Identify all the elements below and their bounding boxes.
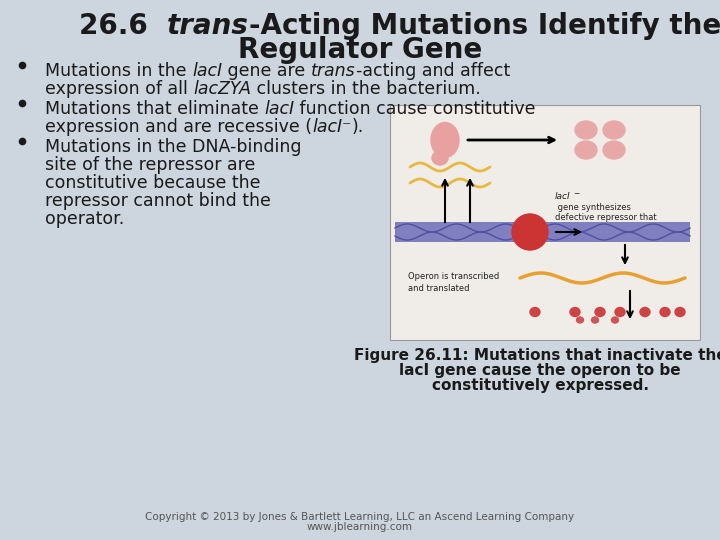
Ellipse shape <box>640 307 650 316</box>
Ellipse shape <box>575 141 597 159</box>
Text: expression and are recessive (: expression and are recessive ( <box>45 118 312 136</box>
Text: operator.: operator. <box>45 210 125 228</box>
Text: lacI gene cause the operon to be: lacI gene cause the operon to be <box>399 363 681 378</box>
Text: constitutive because the: constitutive because the <box>45 174 261 192</box>
Ellipse shape <box>595 307 605 316</box>
Text: lacI: lacI <box>192 62 222 80</box>
Ellipse shape <box>660 307 670 316</box>
Ellipse shape <box>431 123 459 158</box>
Text: www.jblearning.com: www.jblearning.com <box>307 522 413 532</box>
Bar <box>395 222 690 242</box>
Text: −: − <box>573 189 580 198</box>
Text: function cause constitutive: function cause constitutive <box>294 100 536 118</box>
Text: clusters in the bacterium.: clusters in the bacterium. <box>251 80 481 98</box>
Text: site of the repressor are: site of the repressor are <box>45 156 256 174</box>
Text: lacI: lacI <box>264 100 294 118</box>
Text: lacI⁻: lacI⁻ <box>312 118 351 136</box>
Text: and translated: and translated <box>408 284 469 293</box>
Text: Regulator Gene: Regulator Gene <box>238 36 482 64</box>
Ellipse shape <box>603 141 625 159</box>
Text: lacI: lacI <box>555 192 571 201</box>
Ellipse shape <box>615 307 625 316</box>
Ellipse shape <box>603 121 625 139</box>
Ellipse shape <box>432 151 448 165</box>
Text: repressor cannot bind the: repressor cannot bind the <box>45 192 271 210</box>
Text: Operon is transcribed: Operon is transcribed <box>408 272 499 281</box>
Ellipse shape <box>530 307 540 316</box>
Ellipse shape <box>592 317 598 323</box>
Text: trans: trans <box>167 12 249 40</box>
Text: expression of all: expression of all <box>45 80 194 98</box>
Ellipse shape <box>675 307 685 316</box>
Circle shape <box>512 214 548 250</box>
Text: does not bind to operator: does not bind to operator <box>555 223 662 232</box>
Text: constitutively expressed.: constitutively expressed. <box>431 378 649 393</box>
Ellipse shape <box>611 317 618 323</box>
Text: Mutations that eliminate: Mutations that eliminate <box>45 100 264 118</box>
Text: trans: trans <box>311 62 356 80</box>
Text: Mutations in the DNA-binding: Mutations in the DNA-binding <box>45 138 302 156</box>
Text: Mutations in the: Mutations in the <box>45 62 192 80</box>
Ellipse shape <box>575 121 597 139</box>
Text: Figure 26.11: Mutations that inactivate the: Figure 26.11: Mutations that inactivate … <box>354 348 720 363</box>
Text: -Acting Mutations Identify the: -Acting Mutations Identify the <box>249 12 720 40</box>
Ellipse shape <box>570 307 580 316</box>
Text: gene synthesizes: gene synthesizes <box>555 203 631 212</box>
Ellipse shape <box>577 317 583 323</box>
Text: 26.6: 26.6 <box>79 12 167 40</box>
Text: -acting and affect: -acting and affect <box>356 62 510 80</box>
Text: defective repressor that: defective repressor that <box>555 213 657 222</box>
Bar <box>390 105 700 340</box>
Text: Copyright © 2013 by Jones & Bartlett Learning, LLC an Ascend Learning Company: Copyright © 2013 by Jones & Bartlett Lea… <box>145 512 575 522</box>
Text: lacZYA: lacZYA <box>194 80 251 98</box>
Text: ).: ). <box>351 118 364 136</box>
Text: gene are: gene are <box>222 62 311 80</box>
